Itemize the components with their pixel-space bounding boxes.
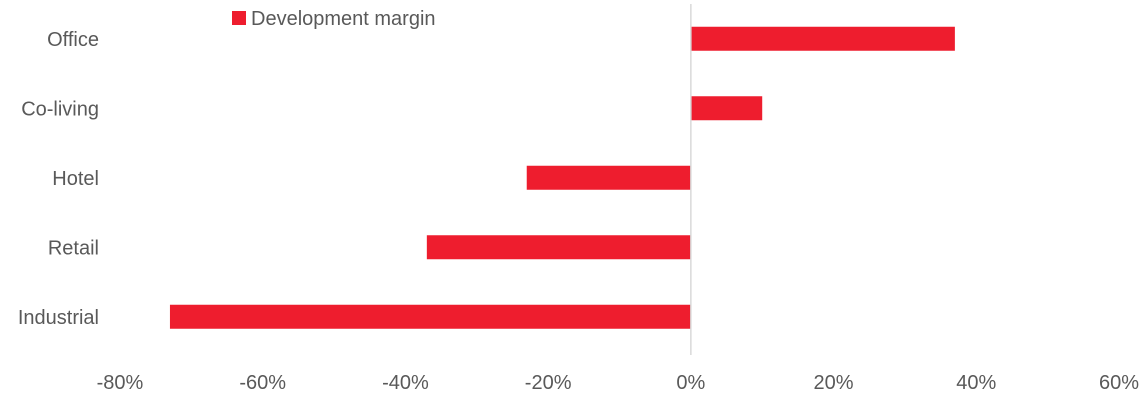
bar-hotel bbox=[526, 165, 691, 190]
x-tick-label: -60% bbox=[239, 372, 286, 393]
category-label-hotel: Hotel bbox=[52, 168, 99, 190]
x-tick-label: 60% bbox=[1099, 372, 1139, 393]
x-tick-label: 0% bbox=[676, 372, 705, 393]
legend-swatch bbox=[232, 11, 246, 25]
category-label-industrial: Industrial bbox=[18, 307, 99, 329]
x-tick-label: 40% bbox=[956, 372, 996, 393]
legend-label: Development margin bbox=[251, 8, 436, 30]
bar-co-living bbox=[690, 96, 763, 121]
x-tick-label: -40% bbox=[382, 372, 429, 393]
bar-retail bbox=[426, 235, 691, 260]
category-label-co-living: Co-living bbox=[21, 98, 99, 120]
x-tick-label: -20% bbox=[525, 372, 572, 393]
category-labels: Office Co-living Hotel Retail Industrial bbox=[18, 29, 99, 329]
x-axis-tick-labels: -80% -60% -40% -20% 0% 20% 40% 60% bbox=[97, 372, 1140, 393]
x-tick-label: 20% bbox=[814, 372, 854, 393]
category-label-office: Office bbox=[47, 29, 99, 51]
bar-industrial bbox=[169, 304, 691, 329]
bars-group bbox=[169, 26, 955, 329]
x-tick-label: -80% bbox=[97, 372, 144, 393]
legend: Development margin bbox=[232, 8, 436, 30]
category-label-retail: Retail bbox=[48, 237, 99, 259]
bar-office bbox=[690, 26, 955, 51]
